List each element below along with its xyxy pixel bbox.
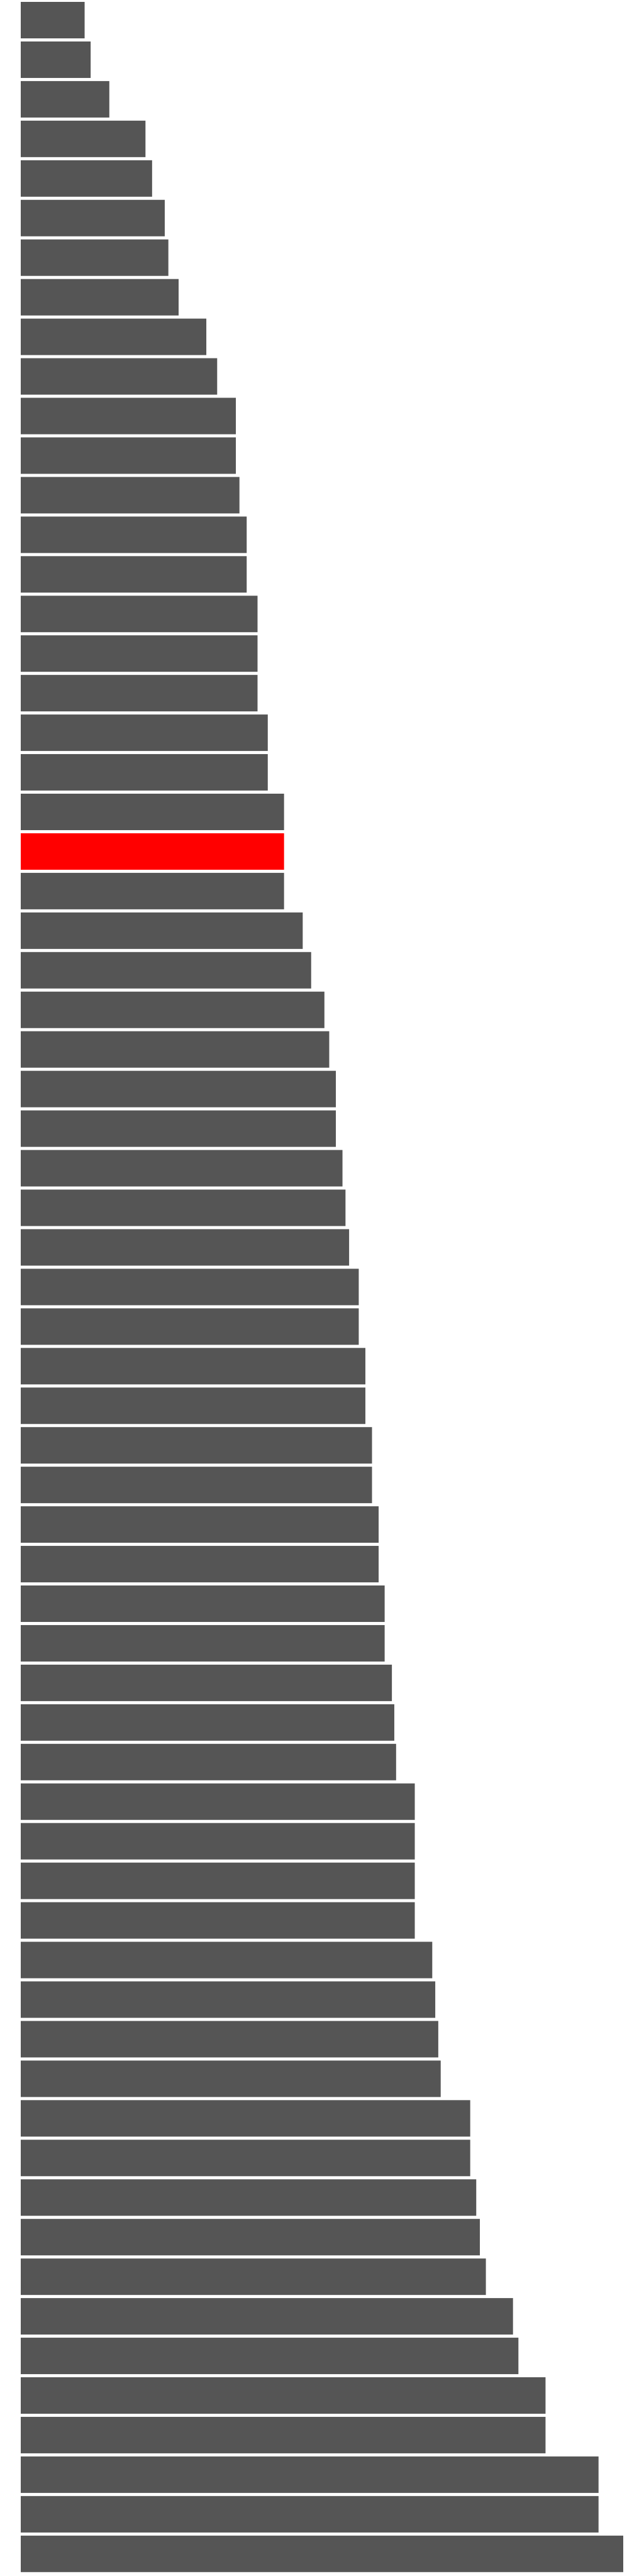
bar: [21, 199, 165, 236]
bar: [21, 1110, 336, 1147]
bars-group: [21, 2, 623, 2572]
bar: [21, 516, 247, 553]
bar: [21, 2060, 441, 2097]
bar-highlighted: [21, 833, 284, 870]
bar: [21, 1348, 365, 1385]
bar: [21, 120, 146, 157]
bar: [21, 2496, 599, 2533]
bar: [21, 1624, 385, 1662]
bar: [21, 1189, 346, 1226]
bar: [21, 2, 85, 38]
bar: [21, 794, 284, 830]
bar: [21, 41, 91, 78]
bar: [21, 1941, 433, 1979]
bar: [21, 1308, 359, 1345]
bar: [21, 912, 303, 949]
bar: [21, 754, 268, 791]
bar: [21, 2338, 519, 2375]
bar: [21, 872, 284, 909]
bar: [21, 1664, 392, 1701]
bar: [21, 1783, 415, 1820]
bar: [21, 239, 169, 276]
bar: [21, 1585, 385, 1622]
bar: [21, 556, 247, 593]
bar: [21, 1823, 415, 1860]
bar: [21, 1862, 415, 1899]
bar: [21, 2100, 470, 2137]
bar: [21, 1506, 379, 1543]
bar: [21, 437, 236, 474]
bar: [21, 477, 240, 514]
bar: [21, 1387, 365, 1424]
bar: [21, 2377, 546, 2414]
bar: [21, 1981, 436, 2018]
bar: [21, 318, 207, 355]
bar: [21, 2416, 546, 2453]
bar: [21, 1269, 359, 1306]
bar: [21, 1070, 336, 1108]
bar: [21, 1704, 394, 1741]
bar: [21, 2219, 480, 2256]
bar: [21, 1031, 330, 1068]
bar: [21, 1902, 415, 1939]
bar: [21, 1743, 396, 1780]
bar: [21, 596, 258, 633]
bar: [21, 2456, 599, 2493]
bar: [21, 675, 258, 712]
bar: [21, 991, 325, 1028]
bar: [21, 397, 236, 435]
bar: [21, 80, 109, 118]
bar: [21, 635, 258, 672]
bar: [21, 2179, 477, 2216]
bar: [21, 952, 311, 989]
bar: [21, 2535, 623, 2572]
bar: [21, 1467, 372, 1504]
bar: [21, 2258, 486, 2296]
bar: [21, 2298, 513, 2335]
bar: [21, 2140, 470, 2177]
bar: [21, 279, 179, 316]
bar: [21, 2021, 438, 2058]
bar: [21, 160, 152, 197]
bar: [21, 714, 268, 752]
bar: [21, 1546, 379, 1583]
bar: [21, 358, 218, 395]
bar: [21, 1150, 343, 1187]
bar: [21, 1229, 350, 1266]
bar: [21, 1427, 372, 1464]
